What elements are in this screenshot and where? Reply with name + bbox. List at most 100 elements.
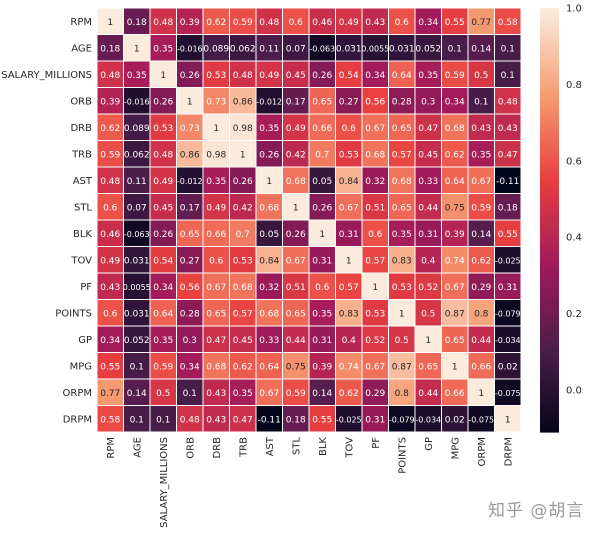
heatmap-cell (123, 405, 151, 433)
colorbar-segment (540, 75, 559, 81)
cell-label: 0.65 (418, 362, 438, 372)
heatmap-cell (96, 272, 124, 300)
cell-label: -0.079 (389, 415, 415, 424)
cell-label: 0.43 (471, 124, 491, 134)
heatmap-cell (414, 87, 442, 115)
cell-label: 0.14 (312, 389, 332, 399)
x-tick-label: AST (265, 436, 276, 456)
cell-label: 0.51 (365, 203, 385, 213)
colorbar-segment (540, 355, 559, 361)
colorbar-segment (540, 351, 559, 357)
cell-label: 0.11 (259, 44, 279, 54)
heatmap-cell (176, 60, 204, 88)
y-tick-label: TOV (70, 255, 92, 266)
colorbar-segment (540, 304, 559, 310)
cell-label: 0.44 (286, 336, 306, 346)
heatmap-cell (176, 246, 204, 274)
cell-label: 0.26 (259, 150, 279, 160)
cell-label: 0.34 (153, 283, 173, 293)
cell-label: 0.84 (259, 256, 279, 266)
colorbar-tick-label: 1.0 (566, 4, 582, 15)
colorbar-segment (540, 423, 559, 429)
cell-label: 0.27 (180, 256, 200, 266)
colorbar-segment (540, 258, 559, 263)
colorbar-segment (540, 321, 559, 327)
cell-label: 0.18 (498, 203, 518, 213)
x-tick-label: BLK (318, 437, 329, 456)
colorbar-segment (540, 283, 559, 289)
cell-label: 0.6 (342, 124, 357, 134)
cell-label: 0.57 (233, 309, 253, 319)
heatmap-cell (335, 325, 363, 353)
colorbar-segment (540, 415, 559, 420)
cell-label: 0.86 (233, 97, 253, 107)
cell-label: 0.66 (206, 230, 226, 240)
colorbar-segment (540, 164, 559, 170)
colorbar-segment (540, 368, 559, 374)
heatmap-cell (494, 7, 522, 35)
cell-label: 0.48 (180, 415, 200, 425)
heatmap-cell (388, 166, 416, 194)
heatmap-cell (335, 113, 363, 141)
cell-label: -0.012 (177, 177, 203, 186)
cell-label: 0.31 (339, 230, 359, 240)
heatmap-cell (361, 34, 389, 62)
colorbar-segment (540, 287, 559, 293)
colorbar-segment (540, 232, 559, 238)
y-tick-label: ORB (70, 96, 92, 107)
colorbar-segment (540, 342, 559, 348)
heatmap-cell (494, 140, 522, 168)
cell-label: 0.42 (286, 150, 306, 160)
cell-label: 0.5 (395, 336, 409, 346)
cell-label: 1 (266, 177, 272, 187)
cell-label: 0.67 (206, 283, 226, 293)
cell-label: 0.26 (180, 71, 200, 81)
heatmap-cell (149, 34, 177, 62)
colorbar-segment (540, 275, 559, 280)
cell-label: 0.3 (421, 97, 435, 107)
heatmap-cell (229, 299, 257, 327)
colorbar-segment (540, 122, 559, 128)
cell-label: 0.6 (103, 309, 118, 319)
cell-label: 0.68 (286, 177, 306, 187)
cell-label: 1 (134, 44, 140, 54)
cell-label: -0.016 (177, 44, 203, 53)
cell-label: 0.26 (153, 230, 173, 240)
cell-label: 0.39 (445, 230, 465, 240)
heatmap-cell (414, 352, 442, 380)
heatmap-cell (335, 405, 363, 433)
x-tick-label: PF (371, 437, 382, 449)
cell-label: 0.53 (153, 124, 173, 134)
heatmap-cell (123, 378, 151, 406)
colorbar-tick-label: 0.0 (566, 385, 582, 396)
colorbar-segment (540, 50, 559, 56)
heatmap-cell (176, 219, 204, 247)
heatmap-cell (388, 7, 416, 35)
heatmap-cell (308, 405, 336, 433)
colorbar-tick-label: 0.8 (566, 80, 582, 91)
heatmap-cell (96, 87, 124, 115)
cell-label: 0.48 (233, 71, 253, 81)
heatmap-cell (282, 193, 310, 221)
colorbar-segment (540, 114, 559, 119)
heatmap-cell (335, 378, 363, 406)
cell-label: 0.6 (368, 230, 383, 240)
colorbar-segment (540, 309, 559, 314)
heatmap-cell (494, 193, 522, 221)
colorbar-segment (540, 16, 559, 22)
cell-label: 0.59 (286, 389, 306, 399)
cell-label: 0.1 (130, 415, 144, 425)
colorbar-segment (540, 372, 559, 378)
x-tick-label: AGE (132, 437, 143, 458)
colorbar-segment (540, 177, 559, 183)
cell-label: 0.42 (233, 203, 253, 213)
colorbar-segment (540, 245, 559, 251)
cell-label: 0.55 (445, 18, 465, 28)
colorbar-segment (540, 63, 559, 68)
heatmap-cell (494, 325, 522, 353)
cell-label: 0.1 (156, 415, 170, 425)
heatmap-cell (414, 60, 442, 88)
cell-label: 0.1 (474, 97, 488, 107)
cell-label: 0.1 (501, 44, 515, 54)
colorbar-segment (540, 54, 559, 60)
